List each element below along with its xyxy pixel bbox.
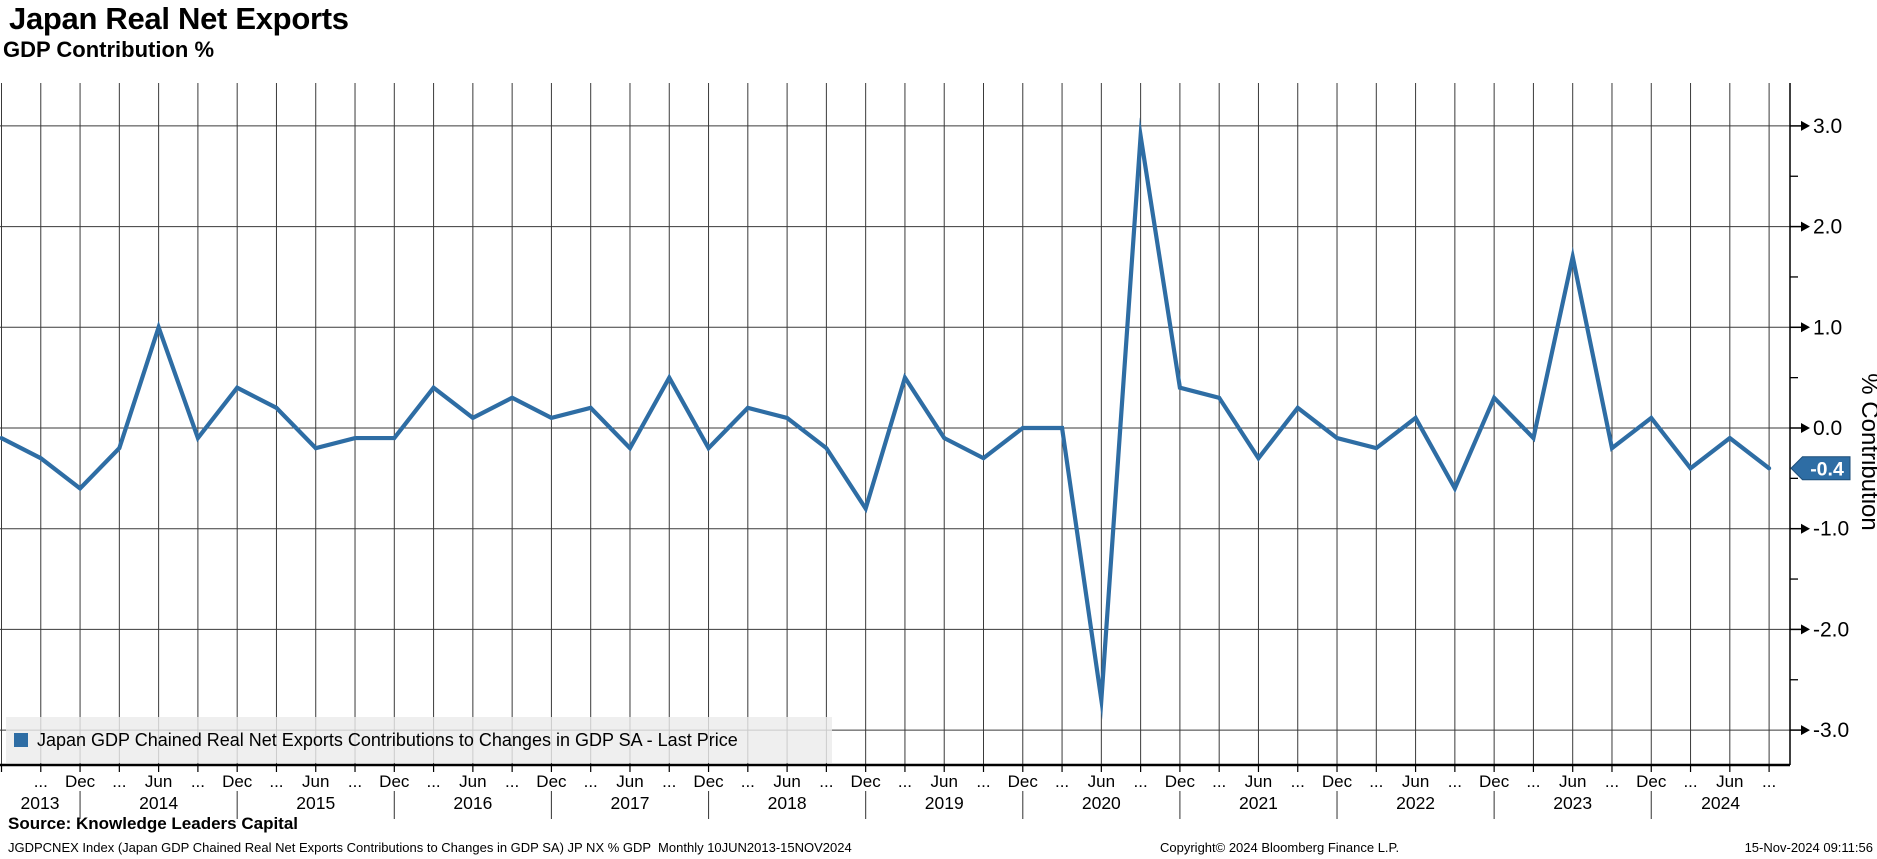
x-tick-labels: ... Dec... Jun... Dec... Jun... Dec... Jun... D… — [34, 772, 1776, 791]
svg-text:Dec: Dec — [1479, 772, 1510, 791]
svg-text:2.0: 2.0 — [1813, 216, 1842, 239]
svg-text:Dec: Dec — [536, 772, 567, 791]
chart-legend: Japan GDP Chained Real Net Exports Contr… — [6, 717, 832, 763]
svg-text:Dec: Dec — [1322, 772, 1353, 791]
copyright-notice: Copyright© 2024 Bloomberg Finance L.P. — [1160, 840, 1400, 855]
svg-text:...: ... — [1605, 772, 1619, 791]
svg-text:...: ... — [269, 772, 283, 791]
ticker-info: JGDPCNEX Index (Japan GDP Chained Real N… — [8, 840, 852, 855]
svg-text:2024: 2024 — [1701, 793, 1740, 813]
svg-text:Dec: Dec — [65, 772, 96, 791]
svg-text:...: ... — [1291, 772, 1305, 791]
svg-text:2013: 2013 — [21, 793, 60, 813]
svg-text:...: ... — [1369, 772, 1383, 791]
svg-text:Dec: Dec — [222, 772, 253, 791]
svg-text:Jun: Jun — [459, 772, 486, 791]
svg-text:...: ... — [898, 772, 912, 791]
svg-text:2018: 2018 — [768, 793, 807, 813]
source-caption: Source: Knowledge Leaders Capital — [8, 814, 299, 833]
svg-text:2020: 2020 — [1082, 793, 1121, 813]
svg-text:Dec: Dec — [379, 772, 410, 791]
svg-text:2014: 2014 — [139, 793, 178, 813]
svg-text:Jun: Jun — [1088, 772, 1115, 791]
svg-text:...: ... — [191, 772, 205, 791]
svg-text:Dec: Dec — [1008, 772, 1039, 791]
svg-text:...: ... — [34, 772, 48, 791]
svg-text:2016: 2016 — [453, 793, 492, 813]
svg-text:...: ... — [1448, 772, 1462, 791]
svg-text:...: ... — [1683, 772, 1697, 791]
svg-text:-3.0: -3.0 — [1813, 719, 1849, 742]
svg-text:...: ... — [1055, 772, 1069, 791]
svg-text:Jun: Jun — [1559, 772, 1586, 791]
svg-text:...: ... — [662, 772, 676, 791]
svg-text:Jun: Jun — [1402, 772, 1429, 791]
svg-text:1.0: 1.0 — [1813, 316, 1842, 339]
svg-text:Dec: Dec — [1165, 772, 1196, 791]
svg-text:2023: 2023 — [1553, 793, 1592, 813]
svg-text:2022: 2022 — [1396, 793, 1435, 813]
svg-text:Dec: Dec — [851, 772, 882, 791]
svg-text:...: ... — [112, 772, 126, 791]
year-labels: 2013 2014 2015 2016 2017 2018 2019 2020 2021 2022… — [21, 791, 1740, 819]
svg-text:2017: 2017 — [611, 793, 650, 813]
svg-text:...: ... — [348, 772, 362, 791]
svg-text:Jun: Jun — [302, 772, 329, 791]
svg-text:-1.0: -1.0 — [1813, 518, 1849, 541]
svg-text:...: ... — [1212, 772, 1226, 791]
svg-text:...: ... — [1762, 772, 1776, 791]
svg-text:0.0: 0.0 — [1813, 417, 1842, 440]
legend-series-marker-icon — [14, 733, 28, 747]
gridlines — [0, 83, 1790, 765]
svg-text:Jun: Jun — [1716, 772, 1743, 791]
svg-text:2021: 2021 — [1239, 793, 1278, 813]
svg-text:Jun: Jun — [1245, 772, 1272, 791]
page-title: Japan Real Net Exports — [9, 1, 349, 36]
svg-text:...: ... — [1526, 772, 1540, 791]
legend-series-label: Japan GDP Chained Real Net Exports Contr… — [37, 729, 738, 750]
svg-text:3.0: 3.0 — [1813, 115, 1842, 138]
svg-text:...: ... — [505, 772, 519, 791]
series-line — [0, 117, 1772, 720]
svg-text:Jun: Jun — [773, 772, 800, 791]
timestamp: 15-Nov-2024 09:11:56 — [1744, 840, 1873, 855]
svg-text:...: ... — [1134, 772, 1148, 791]
last-price-badge: -0.4 — [1790, 456, 1851, 481]
svg-text:2019: 2019 — [925, 793, 964, 813]
svg-text:-0.4: -0.4 — [1810, 458, 1844, 480]
y-axis-labels: 3.0 2.0 1.0 0.0 -1.0 -2.0 -3.0 — [1790, 115, 1849, 742]
svg-text:...: ... — [741, 772, 755, 791]
svg-text:Jun: Jun — [145, 772, 172, 791]
svg-text:Jun: Jun — [931, 772, 958, 791]
svg-text:...: ... — [819, 772, 833, 791]
svg-text:-2.0: -2.0 — [1813, 618, 1849, 641]
y-axis-title: % Contribution — [1856, 373, 1877, 530]
svg-text:Dec: Dec — [693, 772, 724, 791]
svg-text:Dec: Dec — [1636, 772, 1667, 791]
svg-text:...: ... — [426, 772, 440, 791]
svg-text:Jun: Jun — [616, 772, 643, 791]
page-subtitle: GDP Contribution % — [3, 37, 215, 62]
axes — [0, 83, 1791, 772]
svg-text:2015: 2015 — [296, 793, 335, 813]
svg-text:...: ... — [976, 772, 990, 791]
svg-text:...: ... — [584, 772, 598, 791]
